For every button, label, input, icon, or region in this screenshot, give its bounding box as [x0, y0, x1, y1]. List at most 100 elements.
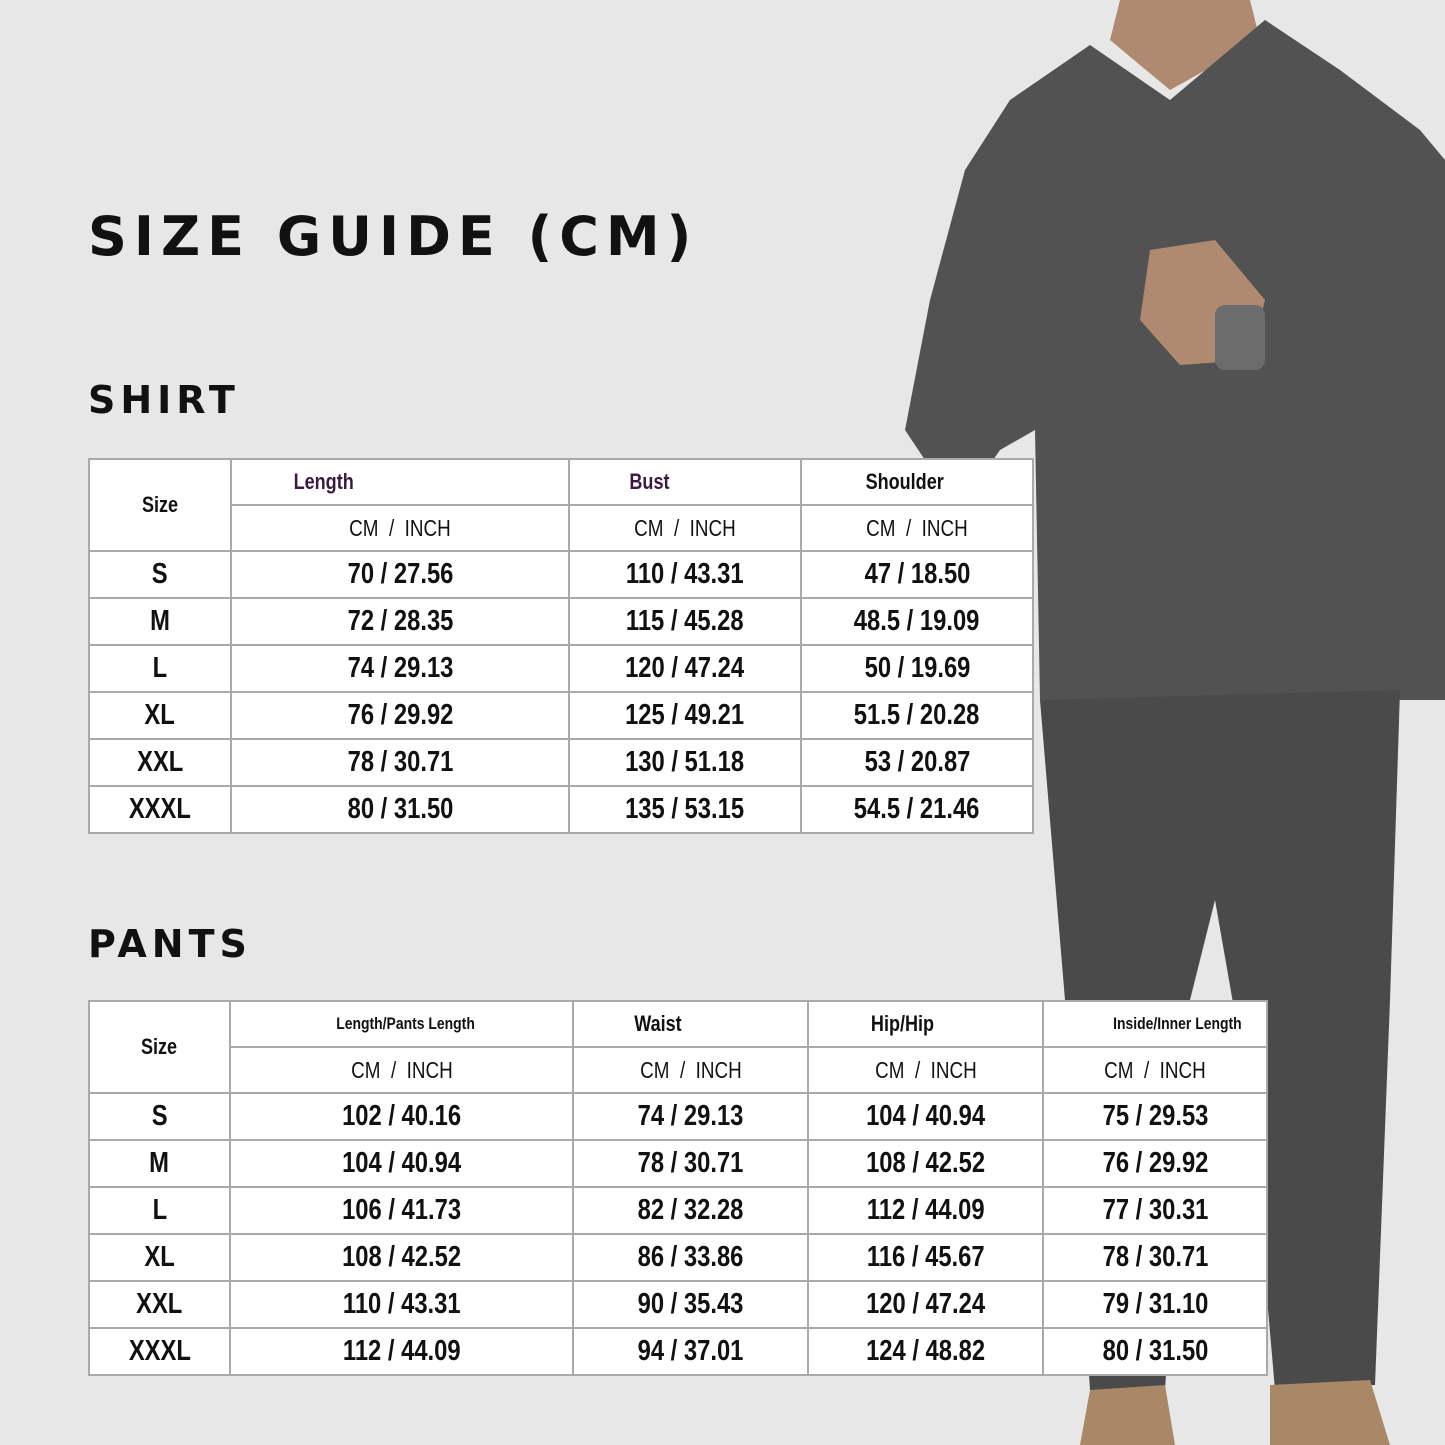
- column-header-text: Inside/Inner Length: [1113, 1014, 1242, 1033]
- value-cell: 74 / 29.13: [572, 1092, 809, 1141]
- size-cell-text: L: [152, 1194, 167, 1226]
- column-header-text: Length/Pants Length: [336, 1014, 475, 1033]
- value-cell-text: 78 / 30.71: [637, 1147, 744, 1179]
- size-cell: XXXL: [88, 785, 232, 834]
- value-cell: 53 / 20.87: [800, 738, 1034, 787]
- size-cell-text: XXXL: [128, 1335, 191, 1367]
- value-cell-text: 76 / 29.92: [1102, 1147, 1208, 1179]
- size-cell: S: [88, 1092, 231, 1141]
- unit-label: CM / INCH: [568, 504, 802, 552]
- header-row: Size Length/Pants Length Waist Hip/Hip Insid…: [88, 1000, 1268, 1094]
- value-cell-text: 115 / 45.28: [626, 605, 744, 637]
- unit-label: CM / INCH: [1042, 1046, 1268, 1094]
- value-cell: 78 / 30.71: [230, 738, 570, 787]
- value-cell-text: 53 / 20.87: [864, 746, 970, 778]
- value-cell: 110 / 43.31: [229, 1280, 574, 1329]
- value-cell-text: 110 / 43.31: [342, 1288, 461, 1320]
- header-row: Size Length Bust Shoulder: [88, 458, 1034, 552]
- size-cell: XXXL: [88, 1327, 231, 1376]
- value-cell-text: 77 / 30.31: [1102, 1194, 1208, 1226]
- value-cell: 82 / 32.28: [572, 1186, 809, 1235]
- unit-label-text: CM / INCH: [639, 1056, 742, 1083]
- column-header-text: Bust: [629, 469, 670, 494]
- size-cell: L: [88, 644, 232, 693]
- value-cell-text: 48.5 / 19.09: [854, 605, 980, 637]
- size-cell-text: XL: [144, 699, 176, 731]
- value-cell-text: 104 / 40.94: [865, 1100, 985, 1132]
- value-cell-text: 47 / 18.50: [864, 558, 970, 590]
- value-cell: 54.5 / 21.46: [800, 785, 1034, 834]
- value-cell-text: 120 / 47.24: [625, 652, 745, 684]
- unit-label-text: CM / INCH: [1104, 1056, 1206, 1083]
- value-cell-text: 112 / 44.09: [866, 1194, 985, 1226]
- value-cell: 86 / 33.86: [572, 1233, 809, 1282]
- value-cell: 124 / 48.82: [807, 1327, 1044, 1376]
- value-cell-text: 120 / 47.24: [865, 1288, 985, 1320]
- column-header: Inside/Inner Length: [1042, 1000, 1268, 1048]
- value-cell: 120 / 47.24: [807, 1280, 1044, 1329]
- size-cell: XL: [88, 1233, 231, 1282]
- column-header: Bust: [568, 458, 802, 506]
- value-cell-text: 106 / 41.73: [341, 1194, 461, 1226]
- value-cell: 75 / 29.53: [1042, 1092, 1268, 1141]
- column-header-text: Hip/Hip: [870, 1011, 935, 1036]
- column-header-text: Length: [293, 469, 354, 494]
- value-cell-text: 80 / 31.50: [347, 793, 453, 825]
- table-row: L 106 / 41.73 82 / 32.28 112 / 44.09 77 / 30…: [88, 1186, 1268, 1235]
- size-header: Size: [88, 458, 232, 552]
- value-cell: 112 / 44.09: [807, 1186, 1044, 1235]
- table-row: XL 76 / 29.92 125 / 49.21 51.5 / 20.28: [88, 691, 1034, 740]
- value-cell-text: 82 / 32.28: [637, 1194, 744, 1226]
- value-cell-text: 72 / 28.35: [347, 605, 453, 637]
- size-cell-text: XXXL: [128, 793, 192, 825]
- size-cell-text: L: [152, 652, 168, 684]
- table-row: XXL 78 / 30.71 130 / 51.18 53 / 20.87: [88, 738, 1034, 787]
- value-cell: 104 / 40.94: [807, 1092, 1044, 1141]
- size-cell: XL: [88, 691, 232, 740]
- value-cell-text: 78 / 30.71: [347, 746, 453, 778]
- value-cell: 78 / 30.71: [572, 1139, 809, 1188]
- value-cell: 70 / 27.56: [230, 550, 570, 599]
- value-cell-text: 78 / 30.71: [1102, 1241, 1208, 1273]
- table-row: XL 108 / 42.52 86 / 33.86 116 / 45.67 78 / 3…: [88, 1233, 1268, 1282]
- value-cell: 135 / 53.15: [568, 785, 802, 834]
- table-row: XXXL 80 / 31.50 135 / 53.15 54.5 / 21.46: [88, 785, 1034, 834]
- value-cell: 51.5 / 20.28: [800, 691, 1034, 740]
- table-row: M 104 / 40.94 78 / 30.71 108 / 42.52 76 / 29…: [88, 1139, 1268, 1188]
- column-header-text: Waist: [634, 1011, 682, 1036]
- value-cell: 125 / 49.21: [568, 691, 802, 740]
- value-cell: 94 / 37.01: [572, 1327, 809, 1376]
- column-header: Waist: [572, 1000, 809, 1048]
- unit-label: CM / INCH: [800, 504, 1034, 552]
- value-cell-text: 75 / 29.53: [1102, 1100, 1208, 1132]
- value-cell-text: 80 / 31.50: [1102, 1335, 1208, 1367]
- value-cell-text: 86 / 33.86: [637, 1241, 744, 1273]
- table-row: M 72 / 28.35 115 / 45.28 48.5 / 19.09: [88, 597, 1034, 646]
- column-header: Hip/Hip: [807, 1000, 1044, 1048]
- value-cell: 106 / 41.73: [229, 1186, 574, 1235]
- value-cell-text: 74 / 29.13: [347, 652, 453, 684]
- table-row: S 102 / 40.16 74 / 29.13 104 / 40.94 75 / 29…: [88, 1092, 1268, 1141]
- unit-label-text: CM / INCH: [634, 514, 736, 541]
- size-cell: XXL: [88, 1280, 231, 1329]
- value-cell-text: 104 / 40.94: [341, 1147, 461, 1179]
- shirt-size-table: Size Length Bust Shoulder CM / INCH CM / INCH…: [88, 458, 1034, 834]
- value-cell: 80 / 31.50: [230, 785, 570, 834]
- size-cell: L: [88, 1186, 231, 1235]
- value-cell: 120 / 47.24: [568, 644, 802, 693]
- size-cell-text: M: [149, 1147, 170, 1179]
- value-cell-text: 51.5 / 20.28: [854, 699, 980, 731]
- unit-label-text: CM / INCH: [350, 1056, 453, 1083]
- value-cell: 80 / 31.50: [1042, 1327, 1268, 1376]
- value-cell: 74 / 29.13: [230, 644, 570, 693]
- value-cell: 112 / 44.09: [229, 1327, 574, 1376]
- table-row: S 70 / 27.56 110 / 43.31 47 / 18.50: [88, 550, 1034, 599]
- value-cell: 102 / 40.16: [229, 1092, 574, 1141]
- value-cell: 108 / 42.52: [807, 1139, 1044, 1188]
- value-cell: 104 / 40.94: [229, 1139, 574, 1188]
- value-cell: 108 / 42.52: [229, 1233, 574, 1282]
- column-header-text: Shoulder: [865, 469, 944, 494]
- value-cell-text: 102 / 40.16: [341, 1100, 461, 1132]
- value-cell-text: 70 / 27.56: [347, 558, 453, 590]
- size-header-text: Size: [141, 1034, 178, 1059]
